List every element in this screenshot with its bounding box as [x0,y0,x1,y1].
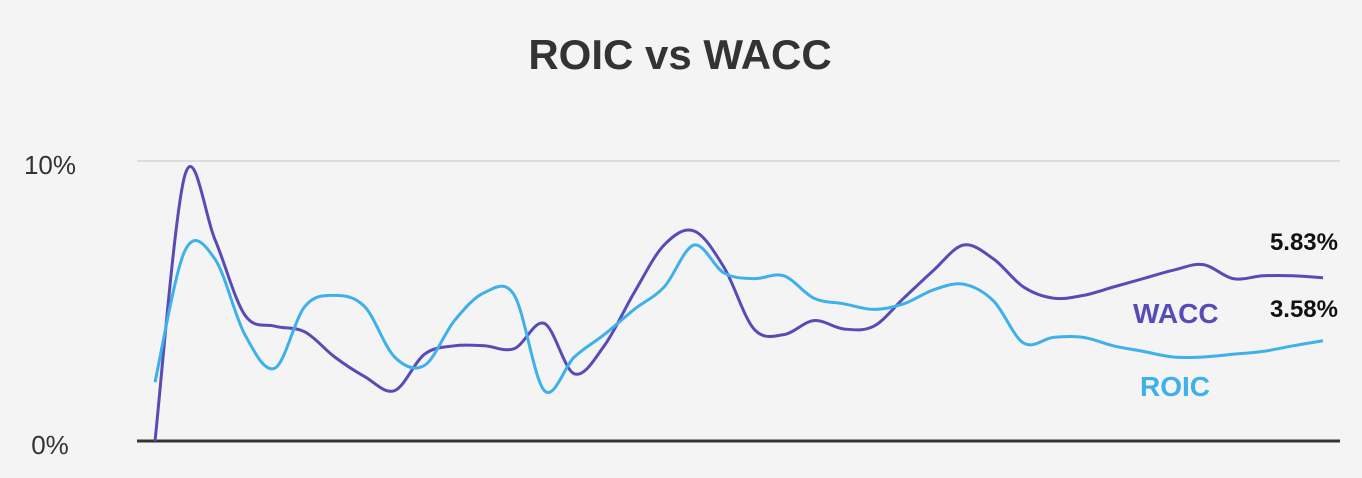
chart-title: ROIC vs WACC [528,31,831,78]
series-name: WACC [1133,298,1219,329]
series-line [153,164,1324,442]
series-name: ROIC [1140,371,1210,402]
y-tick-label: 10% [24,150,76,180]
y-tick-label: 0% [31,430,69,460]
value-label: 3.58% [1270,296,1338,323]
value-label: 5.83% [1270,229,1338,256]
series-line [153,239,1324,394]
